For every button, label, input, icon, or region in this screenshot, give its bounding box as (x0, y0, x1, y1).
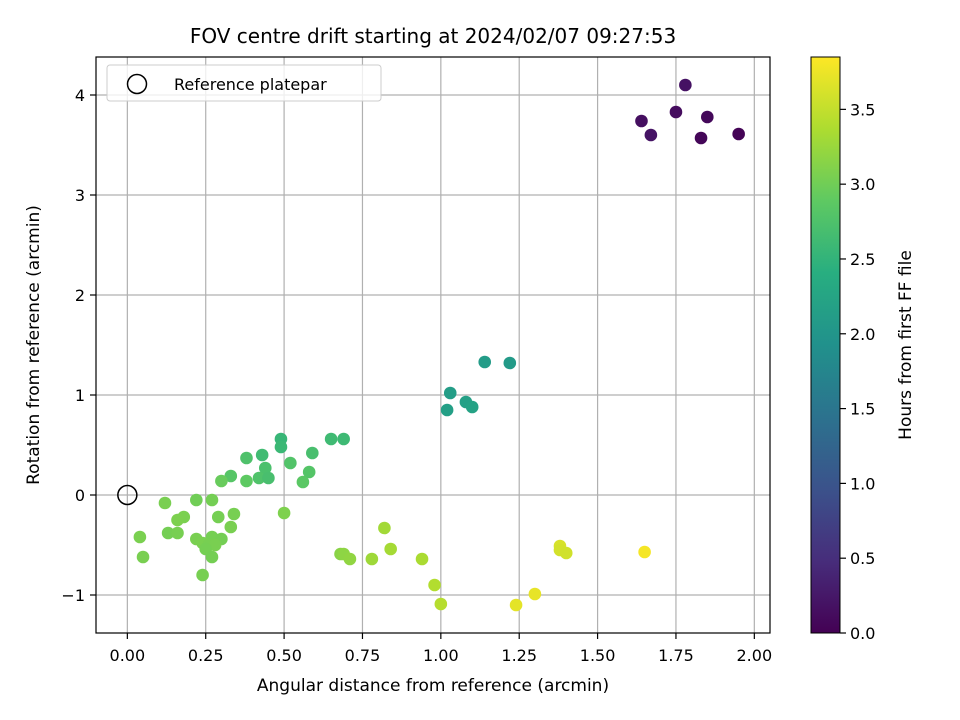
colorbar: 0.0 0.5 1.0 1.5 2.0 2.5 3.0 3.5 Hours from firs… (810, 56, 916, 643)
x-tick-label: 1.25 (501, 646, 537, 665)
legend: Reference platepar (106, 64, 382, 102)
x-tick-label: 1.00 (423, 646, 459, 665)
y-tick-label: 3 (75, 186, 85, 205)
y-axis-ticks: −1 0 1 2 3 4 (61, 86, 96, 605)
y-tick-label: 0 (75, 486, 85, 505)
scatter-point (208, 538, 222, 552)
colorbar-tick-label: 2.0 (850, 325, 875, 344)
scatter-point (306, 446, 319, 460)
y-tick-label: −1 (61, 586, 85, 605)
colorbar-tick-label: 3.5 (850, 100, 875, 119)
x-tick-label: 1.50 (580, 646, 616, 665)
colorbar-tick-label: 2.5 (850, 250, 875, 269)
x-axis-label: Angular distance from reference (arcmin) (257, 676, 609, 696)
plot-frame (95, 56, 771, 634)
scatter-point (302, 465, 316, 479)
grid-lines (96, 57, 770, 633)
scatter-point (528, 587, 542, 601)
scatter-point (644, 128, 658, 142)
colorbar-tick-label: 0.0 (850, 624, 875, 643)
scatter-point (277, 506, 291, 520)
colorbar-gradient (811, 57, 840, 633)
scatter-point (224, 520, 238, 534)
scatter-point (215, 474, 228, 488)
scatter-point (205, 493, 219, 507)
reference-marker-layer (117, 484, 138, 506)
scatter-point (694, 131, 708, 145)
colorbar-ticks: 0.0 0.5 1.0 1.5 2.0 2.5 3.0 3.5 (840, 100, 875, 643)
scatter-point (701, 110, 714, 124)
scatter-point (428, 578, 441, 592)
scatter-point (378, 521, 391, 535)
x-tick-label: 0.00 (110, 646, 146, 665)
x-tick-label: 1.75 (658, 646, 694, 665)
scatter-point (669, 105, 683, 119)
scatter-point (205, 550, 219, 564)
colorbar-tick-label: 1.0 (850, 474, 875, 493)
scatter-point (258, 461, 272, 475)
scatter-point (171, 513, 184, 527)
scatter-point (158, 496, 172, 510)
y-tick-label: 2 (75, 286, 85, 305)
scatter-point (136, 550, 150, 564)
x-tick-label: 0.50 (266, 646, 302, 665)
y-tick-label: 4 (75, 86, 85, 105)
scatter-point (255, 448, 269, 462)
scatter-point (415, 552, 429, 566)
scatter-point (211, 510, 225, 524)
scatter-point (443, 386, 457, 400)
scatter-point (365, 552, 379, 566)
scatter-point (227, 507, 241, 521)
scatter-point (296, 475, 310, 489)
scatter-point (240, 451, 253, 465)
scatter-point (384, 542, 397, 556)
colorbar-tick-label: 3.0 (850, 175, 875, 194)
scatter-point (274, 440, 288, 454)
scatter-point (190, 493, 203, 507)
x-tick-label: 0.25 (188, 646, 224, 665)
legend-entry: Reference platepar (174, 75, 327, 94)
scatter-point (284, 456, 297, 470)
scatter-point (337, 432, 350, 446)
scatter-point (196, 568, 209, 582)
scatter-point (732, 127, 745, 141)
scatter-point (635, 114, 648, 128)
scatter-point (440, 403, 454, 417)
x-axis-ticks: 0.00 0.25 0.50 0.75 1.00 1.25 1.50 1.75 2.00 (110, 633, 773, 665)
scatter-point (478, 355, 492, 369)
scatter-point (465, 400, 479, 414)
scatter-point (262, 471, 275, 485)
scatter-points (133, 78, 745, 612)
legend-box (106, 64, 382, 102)
y-tick-label: 1 (75, 386, 85, 405)
scatter-point (503, 356, 517, 370)
scatter-point (559, 546, 573, 560)
scatter-point (434, 597, 448, 611)
scatter-point (324, 432, 338, 446)
x-tick-label: 0.75 (345, 646, 381, 665)
scatter-point (240, 474, 253, 488)
colorbar-tick-label: 1.5 (850, 400, 875, 419)
colorbar-label: Hours from first FF file (896, 250, 916, 440)
scatter-point (161, 526, 175, 540)
y-axis-label: Rotation from reference (arcmin) (24, 205, 44, 485)
scatter-point (638, 545, 651, 559)
scatter-point (343, 552, 357, 566)
scatter-point (509, 598, 523, 612)
scatter-point (224, 469, 238, 483)
scatter-point (133, 530, 147, 544)
colorbar-frame (810, 56, 841, 634)
scatter-point (171, 526, 184, 540)
chart-title: FOV centre drift starting at 2024/02/07 … (190, 24, 676, 48)
colorbar-tick-label: 0.5 (850, 549, 875, 568)
scatter-point (252, 471, 266, 485)
scatter-point (679, 78, 692, 92)
reference-platepar-marker (117, 484, 138, 506)
x-tick-label: 2.00 (737, 646, 773, 665)
legend-marker (126, 73, 148, 95)
